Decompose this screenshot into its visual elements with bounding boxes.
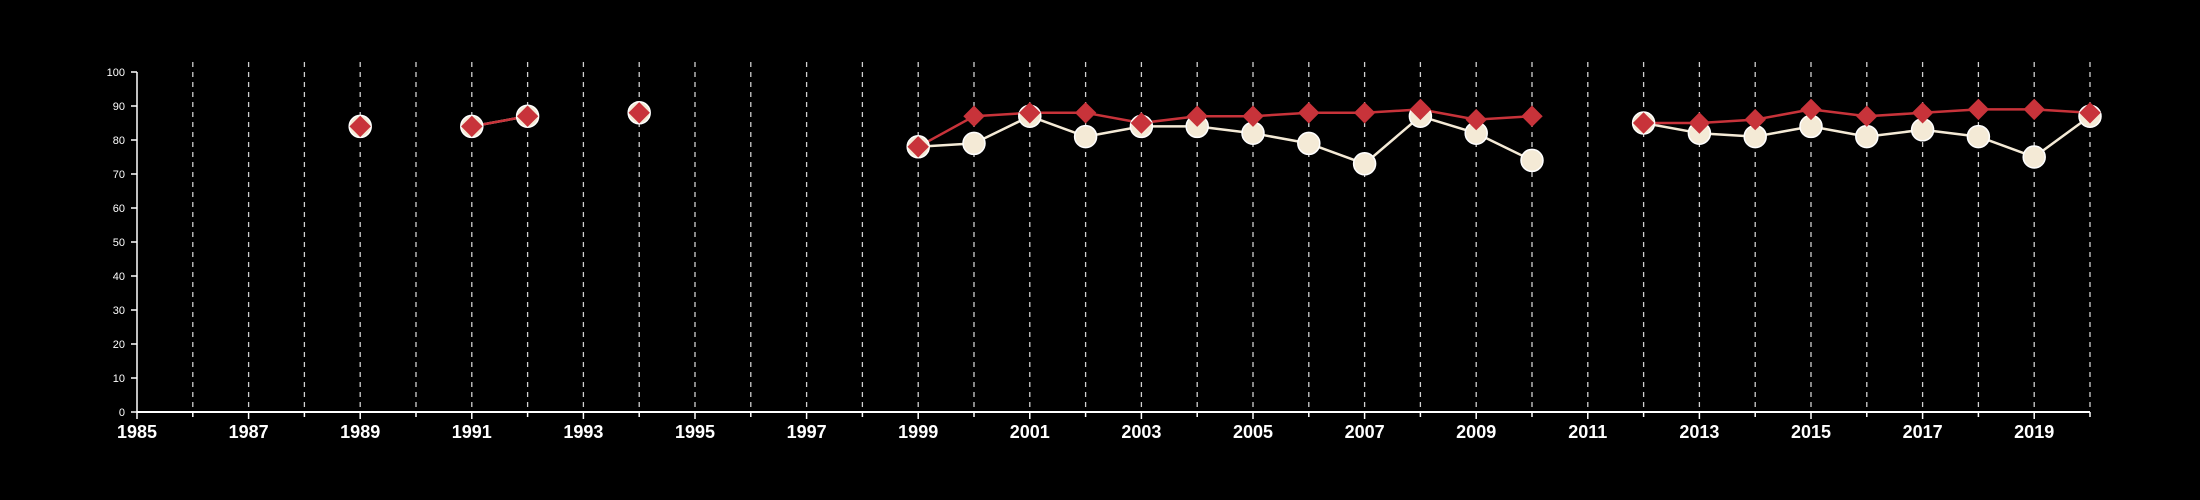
x-tick-label: 2003 [1121, 422, 1161, 442]
data-point [2079, 102, 2101, 124]
data-point [2022, 145, 2046, 169]
x-tick-label: 1993 [563, 422, 603, 442]
data-point [1966, 124, 1991, 149]
x-tick-label: 1987 [229, 422, 269, 442]
y-tick-label: 90 [113, 101, 125, 113]
data-point [1911, 102, 1934, 124]
data-point [1297, 131, 1321, 156]
data-point [1856, 105, 1878, 127]
x-tick-label: 2019 [2014, 422, 2054, 442]
x-tick-label: 2007 [1345, 422, 1385, 442]
data-point [1744, 108, 1766, 131]
data-point [461, 115, 483, 138]
data-point [1409, 98, 1432, 121]
data-point [516, 105, 539, 127]
x-tick-label: 1999 [898, 422, 938, 442]
data-point [1855, 124, 1879, 149]
data-point [628, 102, 650, 124]
x-tick-label: 2001 [1010, 422, 1050, 442]
axes: 0 10 20 30 40 50 60 70 80 90 100 1985 1987 1989 1991 19… [107, 67, 2091, 442]
x-tick-label: 2017 [1903, 422, 1943, 442]
y-tick-label: 20 [113, 339, 125, 351]
x-tick-label: 2013 [1679, 422, 1719, 442]
data-point [1242, 105, 1264, 127]
data-point [1019, 102, 1041, 124]
grid-lines [192, 62, 2091, 412]
y-tick-label: 40 [113, 271, 125, 283]
data-point [962, 131, 986, 156]
data-point [1353, 102, 1376, 124]
data-point [1073, 124, 1098, 149]
x-tick-label: 2009 [1456, 422, 1496, 442]
data-point [1186, 105, 1208, 127]
data-point [2023, 98, 2045, 121]
data-point [1632, 112, 1655, 134]
data-point [1465, 108, 1487, 131]
data-point [1298, 102, 1320, 124]
data-point [1074, 102, 1097, 124]
x-tick-label: 1991 [452, 422, 492, 442]
y-tick-label: 60 [113, 203, 125, 215]
data-point [1967, 98, 1990, 121]
y-tick-label: 100 [107, 67, 125, 79]
series-line [918, 114, 1533, 166]
series [471, 108, 2091, 166]
x-tick-label: 1997 [787, 422, 827, 442]
markers [348, 98, 2102, 176]
data-point [349, 115, 371, 138]
x-tick-label: 2011 [1568, 422, 1607, 442]
x-tick-label: 1989 [340, 422, 380, 442]
y-tick-label: 10 [113, 373, 125, 385]
y-tick-label: 80 [113, 135, 125, 147]
y-tick-label: 0 [119, 407, 125, 419]
y-tick-label: 30 [113, 305, 125, 317]
x-tick-label: 2005 [1233, 422, 1273, 442]
x-tick-label: 1995 [675, 422, 715, 442]
data-point [1352, 152, 1377, 176]
series-line [917, 108, 1533, 148]
y-tick-label: 50 [113, 237, 125, 249]
data-point [1688, 112, 1711, 134]
x-tick-label: 1985 [117, 422, 157, 442]
x-tick-label: 2015 [1791, 422, 1831, 442]
data-point [1800, 98, 1822, 121]
data-point [1521, 105, 1543, 127]
data-point [1130, 112, 1153, 134]
y-tick-label: 70 [113, 169, 125, 181]
data-point [907, 136, 929, 158]
data-point [1520, 148, 1544, 173]
data-point [963, 105, 985, 127]
